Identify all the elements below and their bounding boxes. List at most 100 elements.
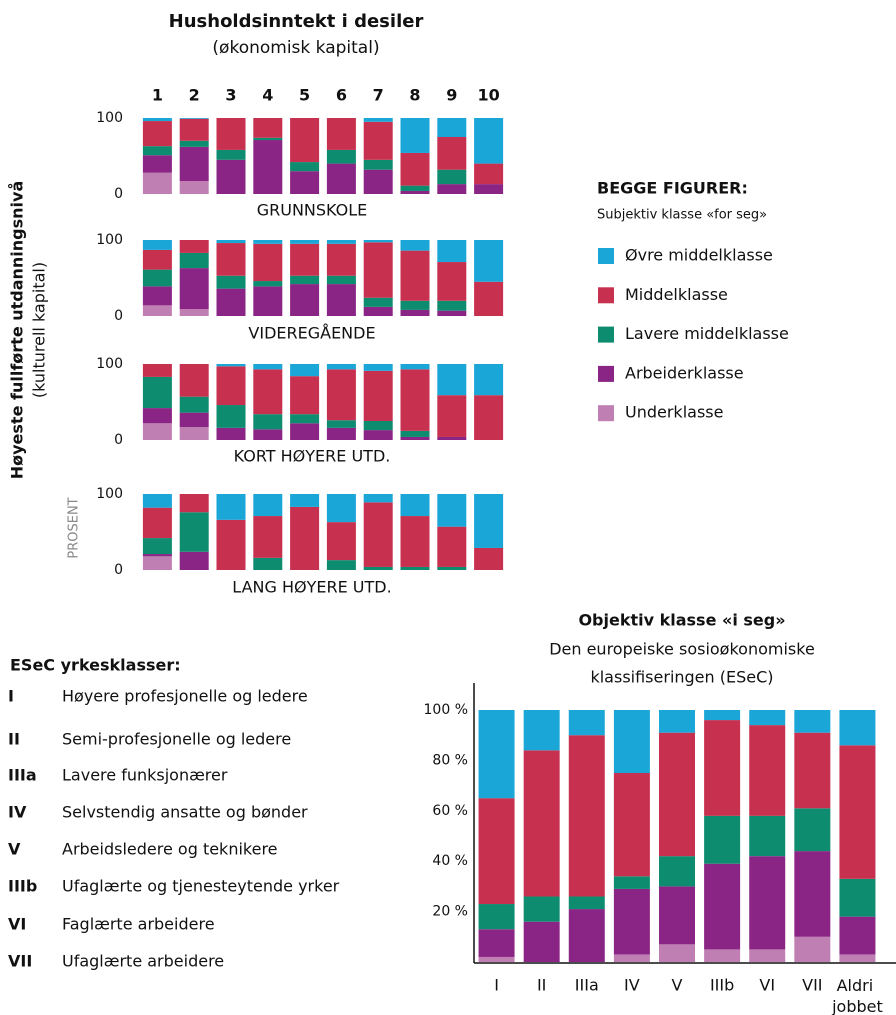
bar-segment bbox=[326, 420, 356, 428]
chart-subtitle: Den europeiske sosioøkonomiske bbox=[549, 640, 815, 659]
y-tick-label: 80 % bbox=[432, 752, 468, 768]
bar-segment bbox=[290, 284, 320, 316]
bar-segment bbox=[400, 250, 430, 301]
bar-segment bbox=[400, 152, 430, 186]
bar-segment bbox=[400, 369, 430, 431]
legend-label: Lavere middelklasse bbox=[625, 324, 789, 343]
panel-label: LANG HØYERE UTD. bbox=[232, 578, 391, 597]
x-tick-label: IIIa bbox=[575, 976, 599, 995]
bar-segment bbox=[474, 118, 504, 164]
bar-segment bbox=[142, 507, 172, 539]
bar-segment bbox=[216, 243, 246, 276]
legend-swatch bbox=[598, 287, 614, 304]
bar-segment bbox=[659, 944, 695, 962]
bar-segment bbox=[290, 118, 320, 163]
bar-segment bbox=[363, 306, 393, 316]
bar-segment bbox=[326, 522, 356, 561]
bar-segment bbox=[216, 494, 246, 520]
bar-segment bbox=[253, 516, 283, 558]
bar-segment bbox=[142, 423, 172, 440]
bar-segment bbox=[568, 735, 605, 897]
bar-segment bbox=[142, 146, 172, 156]
bar-segment bbox=[400, 516, 430, 567]
bar-segment bbox=[326, 275, 356, 285]
bar-segment bbox=[478, 904, 515, 930]
bar-segment bbox=[400, 436, 430, 440]
bar-segment bbox=[363, 494, 393, 503]
bar-segment bbox=[216, 519, 246, 570]
bar-segment bbox=[839, 954, 876, 962]
bar-segment bbox=[363, 242, 393, 298]
bar-segment bbox=[613, 773, 650, 877]
bar-segment bbox=[290, 376, 320, 415]
bar-segment bbox=[568, 896, 605, 910]
bar-segment bbox=[290, 506, 320, 570]
bar-segment bbox=[179, 396, 209, 413]
bar-segment bbox=[179, 427, 209, 440]
bar-segment bbox=[179, 364, 209, 397]
y-tick-label: 0 bbox=[114, 186, 123, 202]
esec-label: Selvstendig ansatte og bønder bbox=[62, 803, 308, 822]
bar-segment bbox=[216, 405, 246, 428]
bar-segment bbox=[253, 137, 283, 141]
bar-segment bbox=[474, 281, 504, 316]
bar-segment bbox=[400, 118, 430, 153]
bar-segment bbox=[142, 494, 172, 508]
y-tick-label: 100 bbox=[96, 232, 123, 248]
bar-segment bbox=[568, 710, 605, 736]
legend-label: Middelklasse bbox=[625, 285, 728, 304]
bar-segment bbox=[179, 551, 209, 570]
x-tick-label: 2 bbox=[189, 86, 200, 105]
bar-segment bbox=[523, 921, 560, 962]
bar-segment bbox=[437, 262, 467, 301]
bar-segment bbox=[704, 863, 741, 950]
bar-segment bbox=[326, 240, 356, 244]
x-tick-label: 9 bbox=[446, 86, 457, 105]
bar-segment bbox=[363, 169, 393, 194]
bar-segment bbox=[474, 184, 504, 194]
y-tick-label: 0 bbox=[114, 432, 123, 448]
bar-segment bbox=[400, 300, 430, 310]
legend-swatch bbox=[598, 365, 614, 382]
bar-segment bbox=[179, 412, 209, 428]
y-subtitle: (kulturell kapital) bbox=[30, 262, 49, 398]
bar-segment bbox=[179, 240, 209, 253]
legend-label: Øvre middelklasse bbox=[625, 246, 773, 265]
bar-segment bbox=[253, 286, 283, 316]
bar-segment bbox=[437, 436, 467, 440]
bar-segment bbox=[216, 275, 246, 289]
bar-segment bbox=[437, 184, 467, 194]
bar-segment bbox=[142, 118, 172, 122]
bar-segment bbox=[363, 566, 393, 570]
esec-code: VI bbox=[8, 915, 26, 934]
bar-segment bbox=[216, 159, 246, 194]
x-tick-label: IV bbox=[624, 976, 640, 995]
x-tick-label: 3 bbox=[225, 86, 236, 105]
y-tick-label: 100 bbox=[96, 110, 123, 126]
bar-segment bbox=[216, 366, 246, 406]
bar-segment bbox=[474, 547, 504, 570]
panel-label: KORT HØYERE UTD. bbox=[234, 447, 391, 466]
bar-segment bbox=[290, 275, 320, 285]
chart-subtitle: klassifiseringen (ESeC) bbox=[590, 668, 773, 687]
bar-segment bbox=[179, 118, 209, 119]
esec-code: IIIa bbox=[8, 766, 37, 785]
bar-segment bbox=[400, 364, 430, 370]
bar-segment bbox=[142, 121, 172, 147]
legend-title: BEGGE FIGURER: bbox=[597, 179, 748, 198]
bar-segment bbox=[179, 512, 209, 552]
bar-segment bbox=[363, 370, 393, 421]
bar-segment bbox=[704, 815, 741, 864]
bar-segment bbox=[326, 118, 356, 150]
bar-segment bbox=[839, 878, 876, 917]
bar-segment bbox=[326, 243, 356, 276]
bar-segment bbox=[613, 888, 650, 955]
x-tick-label: 7 bbox=[373, 86, 384, 105]
bar-segment bbox=[142, 554, 172, 557]
bar-segment bbox=[179, 181, 209, 194]
esec-code: IIIb bbox=[8, 877, 37, 896]
x-tick-label: 6 bbox=[336, 86, 347, 105]
legend-swatch bbox=[598, 248, 614, 264]
esec-code: I bbox=[8, 687, 14, 706]
esec-code: VII bbox=[8, 952, 32, 971]
